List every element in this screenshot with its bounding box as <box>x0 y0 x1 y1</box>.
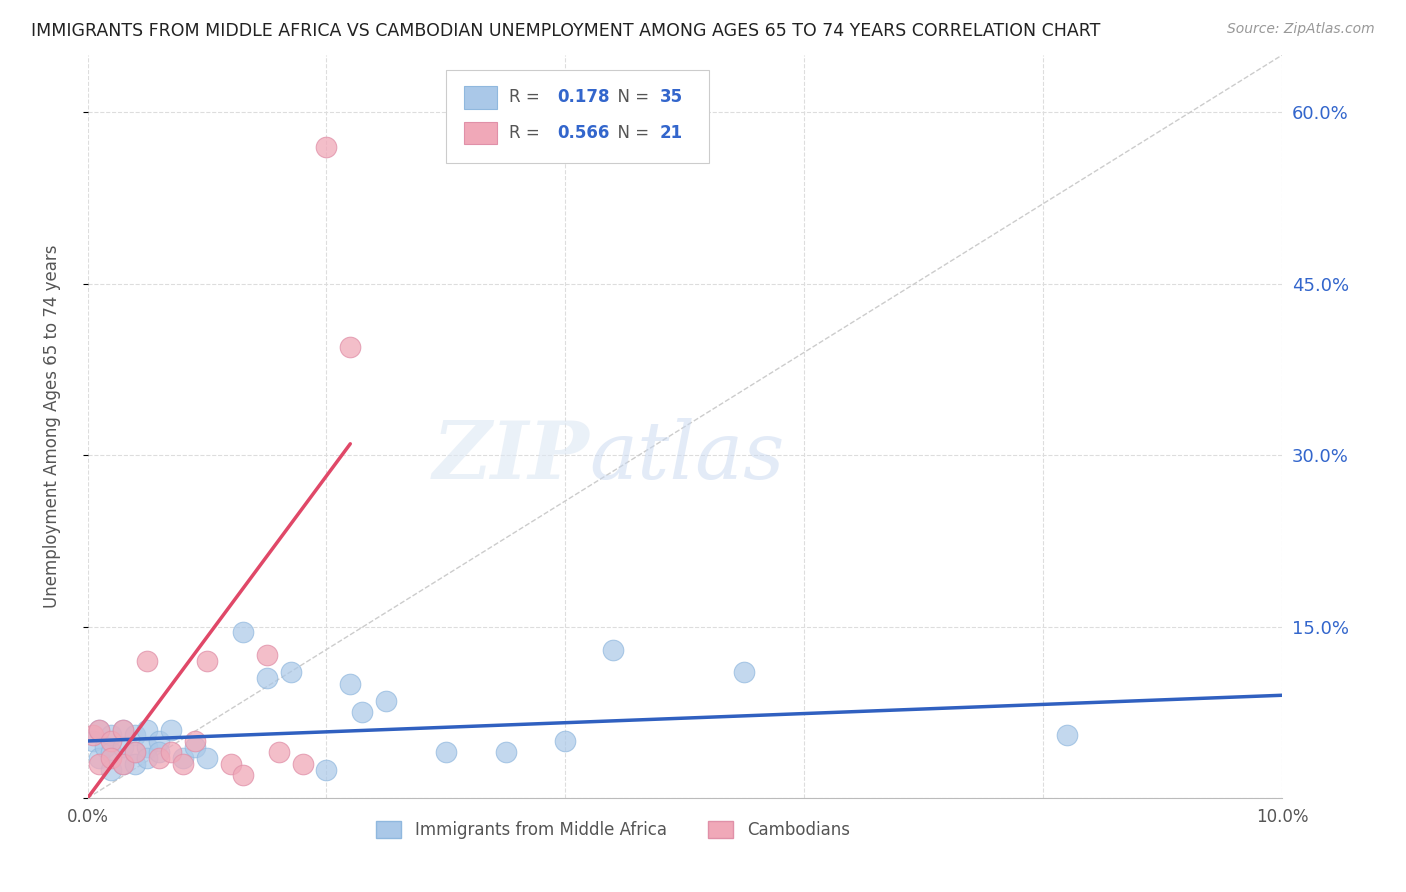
Point <box>94 739 117 754</box>
FancyBboxPatch shape <box>464 122 498 145</box>
Point <box>89 723 111 737</box>
Point <box>89 723 111 737</box>
Point <box>112 756 135 771</box>
Point <box>82 728 104 742</box>
Point <box>291 756 314 771</box>
Point <box>339 340 361 354</box>
Point <box>219 756 242 771</box>
Point <box>554 734 576 748</box>
Point <box>375 694 398 708</box>
Point <box>136 739 159 754</box>
Text: 21: 21 <box>659 124 683 142</box>
Point <box>495 746 517 760</box>
Point <box>124 728 146 742</box>
Point <box>339 677 361 691</box>
Point <box>136 751 159 765</box>
Point <box>112 756 135 771</box>
Point <box>280 665 302 680</box>
Point <box>434 746 457 760</box>
Point <box>112 723 135 737</box>
Point <box>172 751 194 765</box>
Text: 35: 35 <box>659 88 683 106</box>
Point <box>315 763 337 777</box>
Text: 0.178: 0.178 <box>557 88 609 106</box>
Text: Source: ZipAtlas.com: Source: ZipAtlas.com <box>1227 22 1375 37</box>
Text: IMMIGRANTS FROM MIDDLE AFRICA VS CAMBODIAN UNEMPLOYMENT AMONG AGES 65 TO 74 YEAR: IMMIGRANTS FROM MIDDLE AFRICA VS CAMBODI… <box>31 22 1101 40</box>
Point <box>232 768 254 782</box>
Point <box>172 756 194 771</box>
Point <box>195 751 218 765</box>
Point <box>136 654 159 668</box>
Point <box>112 739 135 754</box>
Point <box>100 746 122 760</box>
Text: R =: R = <box>509 88 546 106</box>
Point <box>124 746 146 760</box>
Point <box>148 734 170 748</box>
Text: R =: R = <box>509 124 546 142</box>
Point <box>148 751 170 765</box>
Point <box>195 654 218 668</box>
Text: N =: N = <box>607 124 654 142</box>
Point <box>1056 728 1078 742</box>
Point <box>267 746 290 760</box>
Point <box>184 739 207 754</box>
Point <box>100 763 122 777</box>
FancyBboxPatch shape <box>464 87 498 109</box>
Point <box>256 671 278 685</box>
Point <box>184 734 207 748</box>
Point <box>124 746 146 760</box>
FancyBboxPatch shape <box>446 70 709 163</box>
Point <box>124 756 146 771</box>
Point <box>352 706 374 720</box>
Y-axis label: Unemployment Among Ages 65 to 74 years: Unemployment Among Ages 65 to 74 years <box>44 245 60 608</box>
Point <box>256 648 278 663</box>
Point <box>100 728 122 742</box>
Point <box>100 751 122 765</box>
Point <box>89 751 111 765</box>
Point <box>89 756 111 771</box>
Legend: Immigrants from Middle Africa, Cambodians: Immigrants from Middle Africa, Cambodian… <box>370 814 856 846</box>
Text: N =: N = <box>607 88 654 106</box>
Point <box>82 734 104 748</box>
Text: 0.566: 0.566 <box>557 124 609 142</box>
Point <box>160 746 183 760</box>
Point <box>100 734 122 748</box>
Point <box>733 665 755 680</box>
Text: ZIP: ZIP <box>432 417 589 495</box>
Point <box>112 723 135 737</box>
Point <box>232 625 254 640</box>
Point <box>160 723 183 737</box>
Point <box>148 746 170 760</box>
Point <box>602 642 624 657</box>
Point <box>315 139 337 153</box>
Point <box>136 723 159 737</box>
Text: atlas: atlas <box>589 417 785 495</box>
